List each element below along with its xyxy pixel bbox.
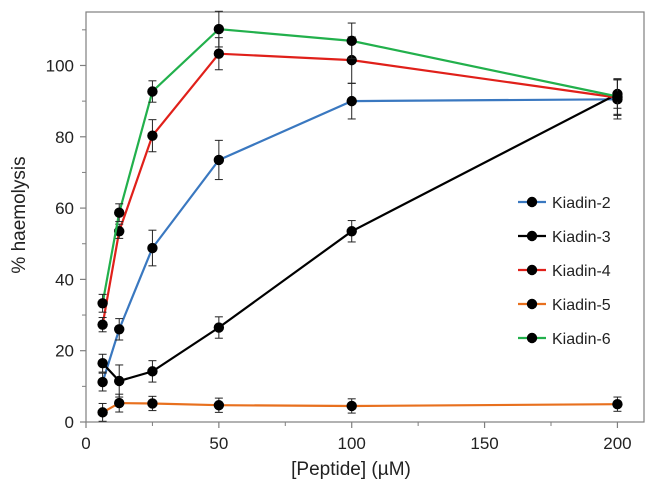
data-point xyxy=(346,400,357,412)
legend-item-kiadin-3: Kiadin-3 xyxy=(518,229,611,246)
data-point xyxy=(97,407,108,418)
data-point xyxy=(147,242,158,254)
y-tick-label: 40 xyxy=(55,270,74,289)
legend-label: Kiadin-2 xyxy=(552,195,611,212)
data-point xyxy=(213,154,225,166)
x-tick-label: 0 xyxy=(81,434,90,453)
data-point xyxy=(346,95,357,107)
legend-swatch-marker xyxy=(526,230,538,242)
data-point xyxy=(114,375,125,387)
data-point xyxy=(114,397,125,409)
legend-label: Kiadin-5 xyxy=(552,297,611,314)
y-tick-label: 20 xyxy=(55,342,74,361)
data-point xyxy=(346,54,357,66)
x-tick-label: 100 xyxy=(338,434,366,453)
data-point xyxy=(97,376,108,388)
legend-label: Kiadin-3 xyxy=(552,229,611,246)
legend-item-kiadin-5: Kiadin-5 xyxy=(518,297,611,314)
data-point xyxy=(97,298,108,309)
data-point xyxy=(213,322,225,333)
series-kiadin-5 xyxy=(97,393,623,422)
data-point xyxy=(213,48,225,59)
x-tick-label: 200 xyxy=(603,434,631,453)
data-point xyxy=(213,23,225,35)
series-kiadin-6 xyxy=(97,10,623,313)
legend-swatch-marker xyxy=(526,332,538,344)
y-tick-label: 100 xyxy=(46,56,74,75)
series-line-kiadin-4 xyxy=(101,52,618,325)
data-point xyxy=(114,207,125,218)
data-point xyxy=(346,226,357,237)
data-point xyxy=(114,324,125,335)
legend-swatch-marker xyxy=(526,196,538,208)
y-axis-title: % haemolysis xyxy=(9,156,30,273)
legend-item-kiadin-2: Kiadin-2 xyxy=(518,195,611,212)
series-group xyxy=(97,10,623,422)
legend-label: Kiadin-6 xyxy=(552,331,611,348)
data-point xyxy=(346,35,357,47)
data-point xyxy=(97,357,108,369)
legend-item-kiadin-6: Kiadin-6 xyxy=(518,331,611,348)
x-tick-label: 50 xyxy=(209,434,228,453)
data-point xyxy=(97,319,108,330)
x-tick-label: 150 xyxy=(470,434,498,453)
y-tick-label: 60 xyxy=(55,199,74,218)
legend-group: Kiadin-2 Kiadin-3 Kiadin-4 Kiadin-5 Kiadin-6 xyxy=(518,195,611,348)
legend-label: Kiadin-4 xyxy=(552,263,611,280)
legend-swatch-marker xyxy=(526,264,538,276)
series-line-kiadin-2 xyxy=(101,98,618,383)
plot-frame xyxy=(85,11,645,423)
data-point xyxy=(147,366,158,377)
series-kiadin-3 xyxy=(97,79,623,398)
data-point xyxy=(147,86,158,97)
series-line-kiadin-6 xyxy=(101,27,618,304)
x-axis-title: [Peptide] (µM) xyxy=(291,459,411,480)
data-point xyxy=(612,91,623,102)
y-tick-label: 0 xyxy=(65,413,74,432)
axes-group: 0 50 100 150 200 0 20 40 60 80 100 xyxy=(46,11,645,453)
series-kiadin-2 xyxy=(97,79,623,392)
series-line-kiadin-5 xyxy=(102,401,618,414)
data-point xyxy=(612,398,623,410)
data-point xyxy=(147,398,158,409)
y-tick-label: 80 xyxy=(55,128,74,147)
legend-swatch-marker xyxy=(526,298,538,310)
legend-item-kiadin-4: Kiadin-4 xyxy=(518,263,611,280)
data-point xyxy=(213,400,225,411)
data-point xyxy=(147,130,158,141)
